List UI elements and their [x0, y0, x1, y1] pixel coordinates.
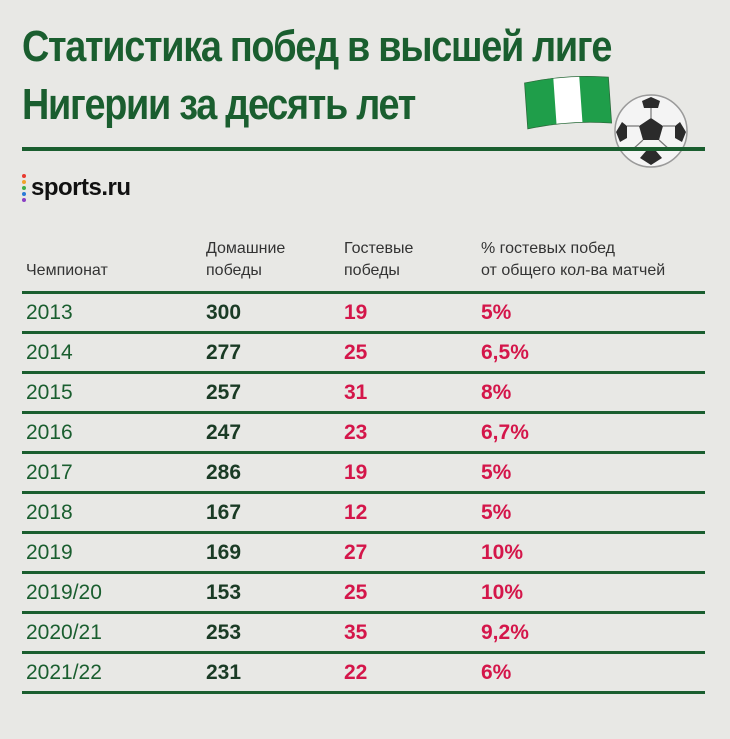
home-wins-cell: 286: [206, 461, 242, 484]
away-pct-cell: 6,7%: [481, 421, 529, 444]
season-cell: 2019: [26, 541, 73, 564]
title-line-1: Статистика побед в высшей лиге: [22, 22, 612, 71]
header-home-line-2: победы: [206, 262, 262, 279]
away-wins-cell: 27: [344, 541, 368, 564]
home-wins-cell: 300: [206, 301, 242, 324]
table-row: 2016 247 23 6,7%: [22, 411, 705, 451]
header-pct: % гостевых побед от общего кол-ва матчей: [481, 238, 665, 282]
logo-text: sports.ru: [31, 174, 131, 201]
away-pct-cell: 5%: [481, 461, 512, 484]
row-divider: [22, 531, 705, 534]
row-divider: [22, 451, 705, 454]
season-cell: 2018: [26, 501, 73, 524]
header-away: Гостевые победы: [344, 238, 413, 282]
row-divider: [22, 291, 705, 294]
away-pct-cell: 8%: [481, 381, 512, 404]
away-pct-cell: 5%: [481, 501, 512, 524]
home-wins-cell: 169: [206, 541, 242, 564]
away-wins-cell: 22: [344, 661, 368, 684]
table-row: 2019 169 27 10%: [22, 531, 705, 571]
away-pct-cell: 10%: [481, 581, 524, 604]
table-row: 2018 167 12 5%: [22, 491, 705, 531]
away-wins-cell: 31: [344, 381, 368, 404]
home-wins-cell: 277: [206, 341, 242, 364]
nigeria-flag-icon: [524, 75, 613, 130]
away-wins-cell: 25: [344, 581, 368, 604]
away-wins-cell: 35: [344, 621, 368, 644]
season-cell: 2020/21: [26, 621, 102, 644]
season-cell: 2021/22: [26, 661, 102, 684]
away-wins-cell: 19: [344, 461, 368, 484]
away-pct-cell: 6%: [481, 661, 512, 684]
title-line-2: Нигерии за десять лет: [22, 80, 416, 129]
table-bottom-divider: [22, 691, 705, 694]
row-divider: [22, 331, 705, 334]
season-cell: 2014: [26, 341, 73, 364]
table-row: 2020/21 253 35 9,2%: [22, 611, 705, 651]
season-cell: 2013: [26, 301, 73, 324]
home-wins-cell: 253: [206, 621, 242, 644]
header-pct-line-2: от общего кол-ва матчей: [481, 262, 666, 279]
table-row: 2013 300 19 5%: [22, 291, 705, 331]
away-pct-cell: 10%: [481, 541, 524, 564]
away-wins-cell: 19: [344, 301, 368, 324]
home-wins-cell: 257: [206, 381, 242, 404]
home-wins-cell: 231: [206, 661, 242, 684]
header-home-line-1: Домашние: [206, 240, 286, 257]
table-row: 2019/20 153 25 10%: [22, 571, 705, 611]
header-season-label: Чемпионат: [26, 262, 108, 279]
table-row: 2014 277 25 6,5%: [22, 331, 705, 371]
home-wins-cell: 167: [206, 501, 242, 524]
away-pct-cell: 5%: [481, 301, 512, 324]
away-wins-cell: 12: [344, 501, 368, 524]
page-title: Статистика побед в высшей лиге Нигерии з…: [22, 18, 612, 134]
logo-dots-icon: [22, 174, 26, 202]
season-cell: 2015: [26, 381, 73, 404]
home-wins-cell: 153: [206, 581, 242, 604]
away-wins-cell: 25: [344, 341, 368, 364]
home-wins-cell: 247: [206, 421, 242, 444]
table-row: 2021/22 231 22 6%: [22, 651, 705, 691]
table-row: 2015 257 31 8%: [22, 371, 705, 411]
away-wins-cell: 23: [344, 421, 368, 444]
row-divider: [22, 571, 705, 574]
title-divider: [22, 147, 705, 151]
season-cell: 2016: [26, 421, 73, 444]
away-pct-cell: 9,2%: [481, 621, 529, 644]
header-pct-line-1: % гостевых побед: [481, 240, 615, 257]
season-cell: 2019/20: [26, 581, 102, 604]
season-cell: 2017: [26, 461, 73, 484]
row-divider: [22, 611, 705, 614]
away-pct-cell: 6,5%: [481, 341, 529, 364]
row-divider: [22, 371, 705, 374]
row-divider: [22, 411, 705, 414]
table-row: 2017 286 19 5%: [22, 451, 705, 491]
header-home: Домашние победы: [206, 238, 285, 282]
sports-ru-logo: sports.ru: [22, 171, 131, 205]
header-season: Чемпионат: [26, 260, 108, 282]
row-divider: [22, 651, 705, 654]
header-away-line-1: Гостевые: [344, 240, 414, 257]
row-divider: [22, 491, 705, 494]
soccer-ball-icon: [614, 94, 688, 168]
header-away-line-2: победы: [344, 262, 400, 279]
